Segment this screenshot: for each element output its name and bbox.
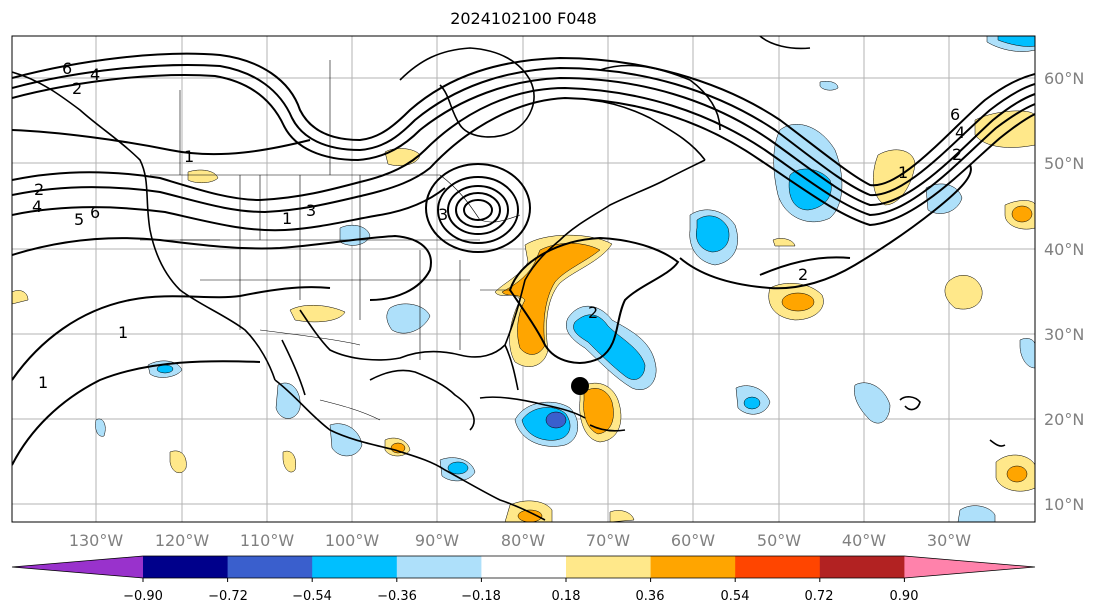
lat-label: 50°N	[1044, 154, 1084, 173]
contour-label: 3	[438, 205, 448, 224]
lon-label: 120°W	[155, 531, 210, 550]
contour-label: 6	[950, 105, 960, 124]
contour-label: 3	[306, 201, 316, 220]
contour-label: 1	[898, 163, 908, 182]
colorbar-segment	[650, 556, 736, 578]
lon-label: 70°W	[586, 531, 630, 550]
contour-label: 1	[118, 323, 128, 342]
lon-label: 100°W	[325, 531, 380, 550]
contour-label: 2	[588, 303, 598, 322]
colorbar-extend-high	[904, 556, 1035, 578]
map-frame	[11, 35, 1036, 523]
latitude-labels: 60°N 50°N 40°N 30°N 20°N 10°N	[1044, 69, 1084, 514]
contour-labels: 6 2 4 1 2 4 5 6 1 3 1 1 3 2 6 4 2 2 1	[32, 59, 965, 392]
contour-label: 1	[184, 147, 194, 166]
lat-label: 20°N	[1044, 410, 1084, 429]
borders	[140, 60, 521, 421]
lon-label: 130°W	[69, 531, 124, 550]
colorbar-tick-label: 0.36	[636, 589, 665, 604]
lon-label: 60°W	[671, 531, 715, 550]
contour-label: 2	[952, 145, 962, 164]
colorbar-segment	[735, 556, 821, 578]
coastlines	[12, 36, 1006, 521]
colorbar-extend-low	[12, 556, 143, 578]
lon-label: 90°W	[415, 531, 459, 550]
colorbar-tick-label: 0.90	[890, 589, 919, 604]
lon-label: 30°W	[927, 531, 971, 550]
lon-label: 50°W	[757, 531, 801, 550]
contour-lines	[12, 52, 1035, 466]
map-title: 2024102100 F048	[450, 9, 597, 28]
colorbar-segment	[481, 556, 567, 578]
contour-label: 4	[32, 197, 42, 216]
contour-label: 1	[38, 373, 48, 392]
colorbar-segment	[566, 556, 652, 578]
colorbar-tick-label: −0.90	[123, 589, 163, 604]
colorbar-tick-label: −0.54	[292, 589, 332, 604]
contour-label: 2	[798, 265, 808, 284]
contour-label: 6	[90, 203, 100, 222]
storm-center-marker	[571, 377, 589, 395]
lat-label: 30°N	[1044, 325, 1084, 344]
colorbar-tick-label: −0.18	[461, 589, 501, 604]
colorbar	[11, 555, 1036, 582]
lat-label: 10°N	[1044, 495, 1084, 514]
colorbar-tick-label: 0.72	[805, 589, 834, 604]
lon-label: 80°W	[501, 531, 545, 550]
colorbar-segment	[143, 556, 229, 578]
colorbar-tick-labels: −0.90 −0.72 −0.54 −0.36 −0.18 0.18 0.36 …	[123, 589, 918, 604]
lon-label: 40°W	[842, 531, 886, 550]
colorbar-tick-label: 0.54	[721, 589, 750, 604]
colorbar-segment	[227, 556, 313, 578]
colorbar-segment	[312, 556, 398, 578]
contour-label: 2	[72, 79, 82, 98]
contour-label: 5	[74, 210, 84, 229]
lat-label: 40°N	[1044, 240, 1084, 259]
low-center-rings	[425, 163, 531, 253]
colorbar-segment	[396, 556, 482, 578]
contour-label: 2	[34, 180, 44, 199]
lat-label: 60°N	[1044, 69, 1084, 88]
colorbar-tick-label: −0.72	[208, 589, 248, 604]
lon-label: 110°W	[240, 531, 295, 550]
colorbar-tick-label: −0.36	[377, 589, 417, 604]
contour-label: 6	[62, 59, 72, 78]
colorbar-segment	[819, 556, 905, 578]
colorbar-tick-label: 0.18	[552, 589, 581, 604]
contour-label: 4	[90, 65, 100, 84]
longitude-labels: 130°W 120°W 110°W 100°W 90°W 80°W 70°W 6…	[69, 531, 971, 550]
contour-label: 1	[282, 209, 292, 228]
contour-label: 4	[955, 123, 965, 142]
